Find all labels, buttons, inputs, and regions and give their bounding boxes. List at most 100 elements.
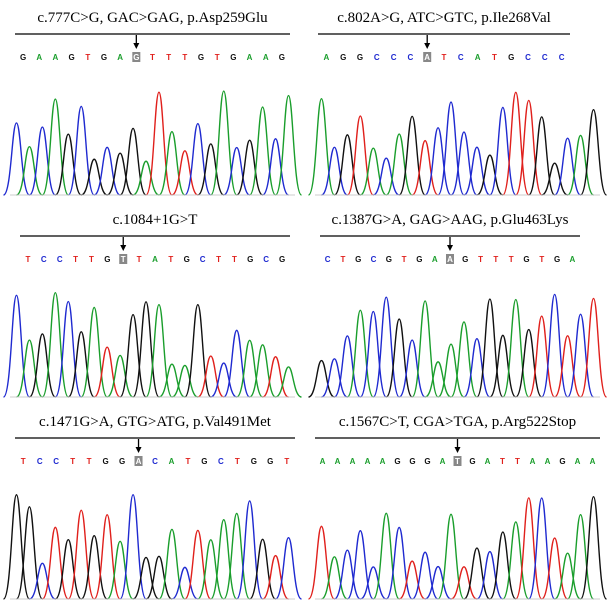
base-letter: T <box>500 457 505 466</box>
base-letter: A <box>447 255 453 264</box>
base-letter: C <box>263 255 269 264</box>
peak <box>2 122 31 196</box>
peak <box>236 339 264 398</box>
base-letter: A <box>117 53 123 62</box>
peak <box>450 131 478 196</box>
base-letter: G <box>251 457 257 466</box>
panel-title: c.802A>G, ATC>GTC, p.Ile268Val <box>337 10 551 26</box>
base-letter: G <box>201 457 207 466</box>
base-letter: C <box>57 255 63 264</box>
peak <box>171 364 199 398</box>
base-letter: A <box>320 457 326 466</box>
arrow-head <box>447 245 453 251</box>
peak <box>171 150 199 196</box>
peak <box>541 162 568 196</box>
base-letter: G <box>409 457 415 466</box>
peak <box>54 538 82 600</box>
base-letter: C <box>542 53 548 62</box>
base-letter: G <box>20 53 26 62</box>
peak <box>463 146 491 196</box>
peak <box>210 90 238 196</box>
base-letter: C <box>37 457 43 466</box>
peak <box>106 354 134 398</box>
base-letter: G <box>462 255 468 264</box>
peak <box>424 565 452 600</box>
highlight <box>453 456 462 466</box>
peak <box>450 566 478 600</box>
peak <box>171 566 199 600</box>
base-letter: T <box>87 457 92 466</box>
panel-title: c.1567C>T, CGA>TGA, p.Arg522Stop <box>339 414 576 430</box>
base-letter: A <box>365 457 371 466</box>
peak <box>274 94 303 196</box>
peak <box>248 106 277 196</box>
base-letter: T <box>166 53 171 62</box>
peak <box>261 138 290 196</box>
base-letter: T <box>402 255 407 264</box>
base-letter: T <box>478 255 483 264</box>
peak <box>372 157 400 196</box>
arrow-head <box>120 245 127 251</box>
base-letter: A <box>424 53 430 62</box>
peak <box>515 328 543 398</box>
peak <box>385 133 413 196</box>
peak <box>197 143 225 196</box>
base-letter: T <box>442 53 447 62</box>
base-letter: G <box>559 457 565 466</box>
peak <box>54 300 82 398</box>
base-letter: A <box>575 457 581 466</box>
peak <box>411 300 439 398</box>
peak <box>553 552 582 600</box>
peak <box>333 549 362 600</box>
peak <box>2 294 31 398</box>
peak <box>210 362 238 398</box>
peak <box>262 554 289 600</box>
base-letter: T <box>509 255 514 264</box>
base-letter: G <box>279 255 285 264</box>
panel-title: c.777C>G, GAC>GAG, p.Asp259Glu <box>37 10 268 26</box>
base-letter: C <box>53 457 59 466</box>
peak <box>463 547 491 600</box>
peak <box>333 335 362 398</box>
peak <box>15 146 44 196</box>
peak <box>476 154 504 196</box>
peak <box>320 146 349 196</box>
peak <box>437 343 465 398</box>
peak <box>15 339 44 398</box>
arrow-head <box>454 447 461 453</box>
peak <box>437 513 465 600</box>
base-letter: C <box>371 255 377 264</box>
base-letter: A <box>350 457 356 466</box>
peak <box>307 525 336 600</box>
peak <box>80 534 108 600</box>
peak <box>541 537 569 600</box>
peak <box>158 528 186 600</box>
peak <box>197 539 225 600</box>
base-letter: G <box>424 457 430 466</box>
peak <box>67 509 95 600</box>
arrow-head <box>133 43 140 49</box>
base-letter: G <box>133 53 139 62</box>
peak <box>579 109 608 196</box>
arrow-head <box>135 447 142 453</box>
base-letter: A <box>590 457 596 466</box>
peak <box>502 521 530 600</box>
arrow-head <box>424 43 431 49</box>
base-letter: G <box>104 255 110 264</box>
base-letter: T <box>492 53 497 62</box>
peak <box>424 127 452 196</box>
base-letter: A <box>545 457 551 466</box>
peak <box>307 97 336 196</box>
base-letter: G <box>119 457 125 466</box>
peak <box>359 310 387 398</box>
peak <box>346 115 374 196</box>
base-letter: A <box>263 53 269 62</box>
base-letter: A <box>530 457 536 466</box>
base-letter: T <box>235 457 240 466</box>
peak <box>106 540 134 600</box>
base-letter: G <box>394 457 400 466</box>
highlight <box>446 254 454 264</box>
peak <box>463 338 491 398</box>
base-letter: C <box>559 53 565 62</box>
base-letter: C <box>458 53 464 62</box>
